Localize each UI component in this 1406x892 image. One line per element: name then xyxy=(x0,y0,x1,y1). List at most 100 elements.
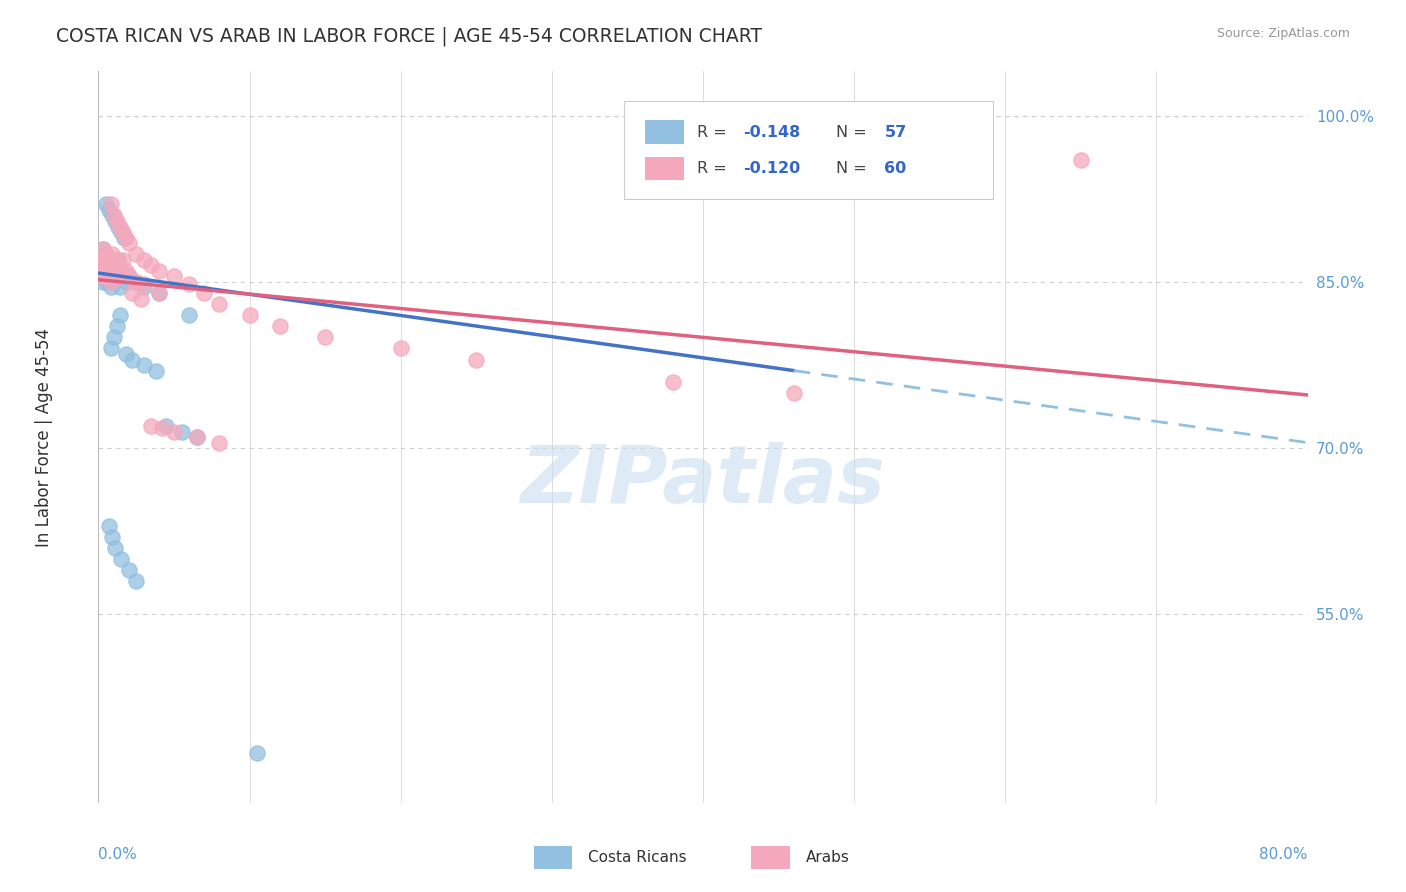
Point xyxy=(103,330,125,344)
Point xyxy=(145,363,167,377)
Point xyxy=(100,197,122,211)
Point xyxy=(465,352,488,367)
Point xyxy=(114,264,136,278)
Text: In Labor Force | Age 45-54: In Labor Force | Age 45-54 xyxy=(35,327,53,547)
Point xyxy=(98,202,121,217)
Point xyxy=(100,258,122,272)
Point xyxy=(246,746,269,760)
Point xyxy=(100,280,122,294)
Point xyxy=(98,269,121,284)
Point xyxy=(91,242,114,256)
Point xyxy=(98,252,121,267)
Point xyxy=(108,219,131,234)
Point xyxy=(110,269,132,284)
Point xyxy=(96,269,118,284)
Point xyxy=(101,209,124,223)
Point xyxy=(93,252,115,267)
Point xyxy=(104,264,127,278)
Point xyxy=(90,269,112,284)
Point xyxy=(314,330,336,344)
Point xyxy=(94,197,117,211)
Point xyxy=(94,264,117,278)
Point xyxy=(101,247,124,261)
Text: -0.120: -0.120 xyxy=(742,161,800,176)
Point xyxy=(125,275,148,289)
Text: R =: R = xyxy=(697,161,733,176)
Point xyxy=(132,252,155,267)
Text: 57: 57 xyxy=(884,125,907,139)
Point xyxy=(125,574,148,589)
Point xyxy=(110,225,132,239)
Point xyxy=(783,385,806,400)
Point xyxy=(103,209,125,223)
Point xyxy=(125,275,148,289)
Point xyxy=(104,264,127,278)
Point xyxy=(108,264,131,278)
Point xyxy=(118,563,141,577)
Point xyxy=(141,419,163,434)
Point xyxy=(100,275,122,289)
Point xyxy=(93,252,115,267)
Point xyxy=(129,292,152,306)
Point xyxy=(179,308,201,322)
Point xyxy=(121,285,143,300)
Point xyxy=(114,347,136,361)
Text: R =: R = xyxy=(697,125,733,139)
Text: -0.148: -0.148 xyxy=(742,125,800,139)
Text: N =: N = xyxy=(837,161,872,176)
Point xyxy=(155,419,177,434)
Point xyxy=(111,225,134,239)
Point xyxy=(98,269,121,284)
Point xyxy=(103,275,125,289)
Point xyxy=(121,352,143,367)
Point xyxy=(389,342,412,356)
Point xyxy=(104,214,127,228)
Bar xyxy=(645,157,683,180)
Point xyxy=(118,269,141,284)
Text: 0.0%: 0.0% xyxy=(98,847,138,862)
Point xyxy=(93,269,115,284)
Point xyxy=(96,275,118,289)
Text: Source: ZipAtlas.com: Source: ZipAtlas.com xyxy=(1216,27,1350,40)
Point xyxy=(163,269,186,284)
Point xyxy=(170,425,193,439)
Point xyxy=(103,269,125,284)
Point xyxy=(107,252,129,267)
Point xyxy=(163,425,186,439)
Point xyxy=(148,285,170,300)
Point xyxy=(96,258,118,272)
Point xyxy=(89,264,111,278)
Point xyxy=(107,219,129,234)
Point xyxy=(100,264,122,278)
Point xyxy=(90,252,112,267)
Bar xyxy=(534,846,572,870)
Bar xyxy=(751,846,790,870)
Point xyxy=(100,342,122,356)
Point xyxy=(91,252,114,267)
Point xyxy=(148,264,170,278)
Point xyxy=(105,269,128,284)
Point xyxy=(96,258,118,272)
Point xyxy=(94,247,117,261)
Point xyxy=(103,252,125,267)
FancyBboxPatch shape xyxy=(624,101,993,200)
Point xyxy=(101,252,124,267)
Point xyxy=(93,269,115,284)
Text: Arabs: Arabs xyxy=(806,850,849,865)
Point xyxy=(239,308,262,322)
Point xyxy=(193,285,215,300)
Point xyxy=(101,269,124,284)
Point xyxy=(111,269,134,284)
Point xyxy=(90,269,112,284)
Point xyxy=(108,308,131,322)
Point xyxy=(94,247,117,261)
Text: ZIPatlas: ZIPatlas xyxy=(520,442,886,520)
Point xyxy=(125,247,148,261)
Point xyxy=(101,264,124,278)
Point xyxy=(186,430,208,444)
Point xyxy=(112,230,135,244)
Text: COSTA RICAN VS ARAB IN LABOR FORCE | AGE 45-54 CORRELATION CHART: COSTA RICAN VS ARAB IN LABOR FORCE | AGE… xyxy=(56,27,762,46)
Point xyxy=(179,277,201,292)
Point xyxy=(208,435,231,450)
Point xyxy=(132,277,155,292)
